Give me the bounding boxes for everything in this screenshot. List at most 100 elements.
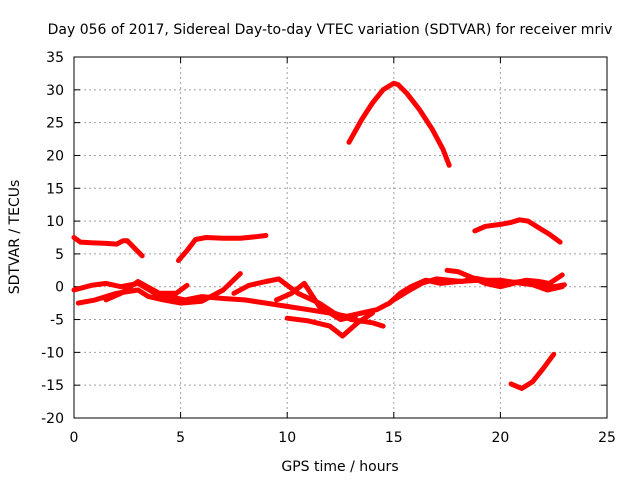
data-point (540, 366, 546, 371)
x-tick-label: 25 (598, 430, 616, 446)
data-point (103, 281, 109, 286)
y-tick-label: 35 (46, 50, 64, 66)
data-point (114, 241, 119, 247)
data-point (274, 297, 279, 303)
x-tick-label: 0 (70, 430, 79, 446)
data-point (263, 279, 269, 284)
data-point (118, 291, 124, 296)
data-point (131, 245, 136, 250)
data-point (419, 281, 424, 286)
data-point (327, 323, 333, 329)
data-point (125, 238, 130, 243)
data-point (459, 279, 465, 284)
x-tick-label: 15 (385, 430, 403, 446)
data-point (140, 253, 145, 259)
data-point (545, 287, 550, 293)
data-point (346, 140, 352, 145)
data-point (178, 300, 183, 306)
data-point (306, 318, 311, 324)
data-point (238, 235, 243, 241)
data-point (472, 228, 478, 234)
data-point (370, 320, 375, 326)
data-point (88, 240, 94, 245)
y-tick-label: 30 (46, 83, 64, 99)
series-points-arc-2 (176, 233, 269, 263)
data-point (76, 300, 81, 306)
data-point (374, 307, 379, 312)
data-point (120, 238, 126, 243)
series-points-arc-1 (71, 235, 145, 259)
data-point (551, 352, 556, 357)
data-point (306, 307, 311, 312)
series-line-arc-11 (284, 310, 375, 339)
y-tick-label: -20 (41, 411, 64, 427)
y-axis-label: SDTVAR / TECUs (7, 180, 23, 295)
chart-title: Day 056 of 2017, Sidereal Day-to-day VTE… (48, 22, 613, 38)
data-point (447, 277, 452, 283)
series-points-arc-5 (508, 352, 556, 391)
data-point (355, 320, 360, 326)
data-point (557, 239, 563, 245)
data-point (146, 294, 151, 299)
data-point (184, 248, 190, 253)
data-point (455, 269, 460, 274)
data-point (302, 281, 307, 286)
data-point (353, 314, 358, 319)
data-point (71, 287, 77, 293)
data-point (536, 225, 541, 230)
data-point (508, 381, 514, 387)
x-tick-label: 10 (278, 430, 296, 446)
data-point (380, 323, 386, 329)
data-point (417, 107, 422, 112)
data-point (519, 279, 524, 284)
data-point (519, 386, 524, 391)
data-point (71, 235, 77, 240)
series-points-arc-9 (274, 281, 358, 322)
data-point (285, 316, 290, 321)
data-point (487, 278, 492, 284)
series-points-arc-3 (346, 81, 452, 168)
y-tick-label: 5 (55, 247, 64, 263)
x-tick-label: 5 (176, 430, 185, 446)
data-point (221, 235, 226, 241)
data-point (221, 296, 226, 301)
data-point (404, 90, 409, 96)
data-point (359, 310, 365, 316)
data-point (340, 333, 345, 339)
data-point (93, 297, 98, 303)
data-point (338, 317, 343, 322)
data-point (395, 82, 401, 87)
data-point (498, 284, 503, 289)
data-point (88, 283, 94, 288)
y-tick-label: 0 (55, 280, 64, 296)
data-point (447, 163, 452, 168)
data-point (359, 117, 365, 122)
data-point (444, 268, 450, 273)
data-point (498, 222, 503, 227)
data-point (483, 224, 488, 229)
series-line-arc-7 (75, 271, 243, 306)
data-point (508, 220, 514, 225)
data-point (103, 297, 109, 303)
x-axis-label: GPS time / hours (281, 459, 398, 475)
y-tick-label: 20 (46, 148, 64, 164)
data-point (193, 237, 198, 242)
data-point (380, 87, 386, 93)
data-point (176, 258, 181, 263)
series-points-arc-11 (285, 310, 375, 339)
y-tick-label: -10 (41, 345, 64, 361)
data-point (547, 232, 552, 237)
y-tick-label: -15 (41, 378, 64, 394)
data-point (370, 310, 375, 316)
data-point (253, 234, 258, 240)
series-points-arc-10 (103, 279, 190, 303)
data-point (440, 146, 446, 152)
data-point (78, 239, 83, 245)
data-point (157, 291, 162, 296)
series-line-arc-2 (176, 233, 269, 263)
data-point (438, 281, 443, 286)
data-point (391, 297, 396, 303)
y-tick-label: 15 (46, 181, 64, 197)
